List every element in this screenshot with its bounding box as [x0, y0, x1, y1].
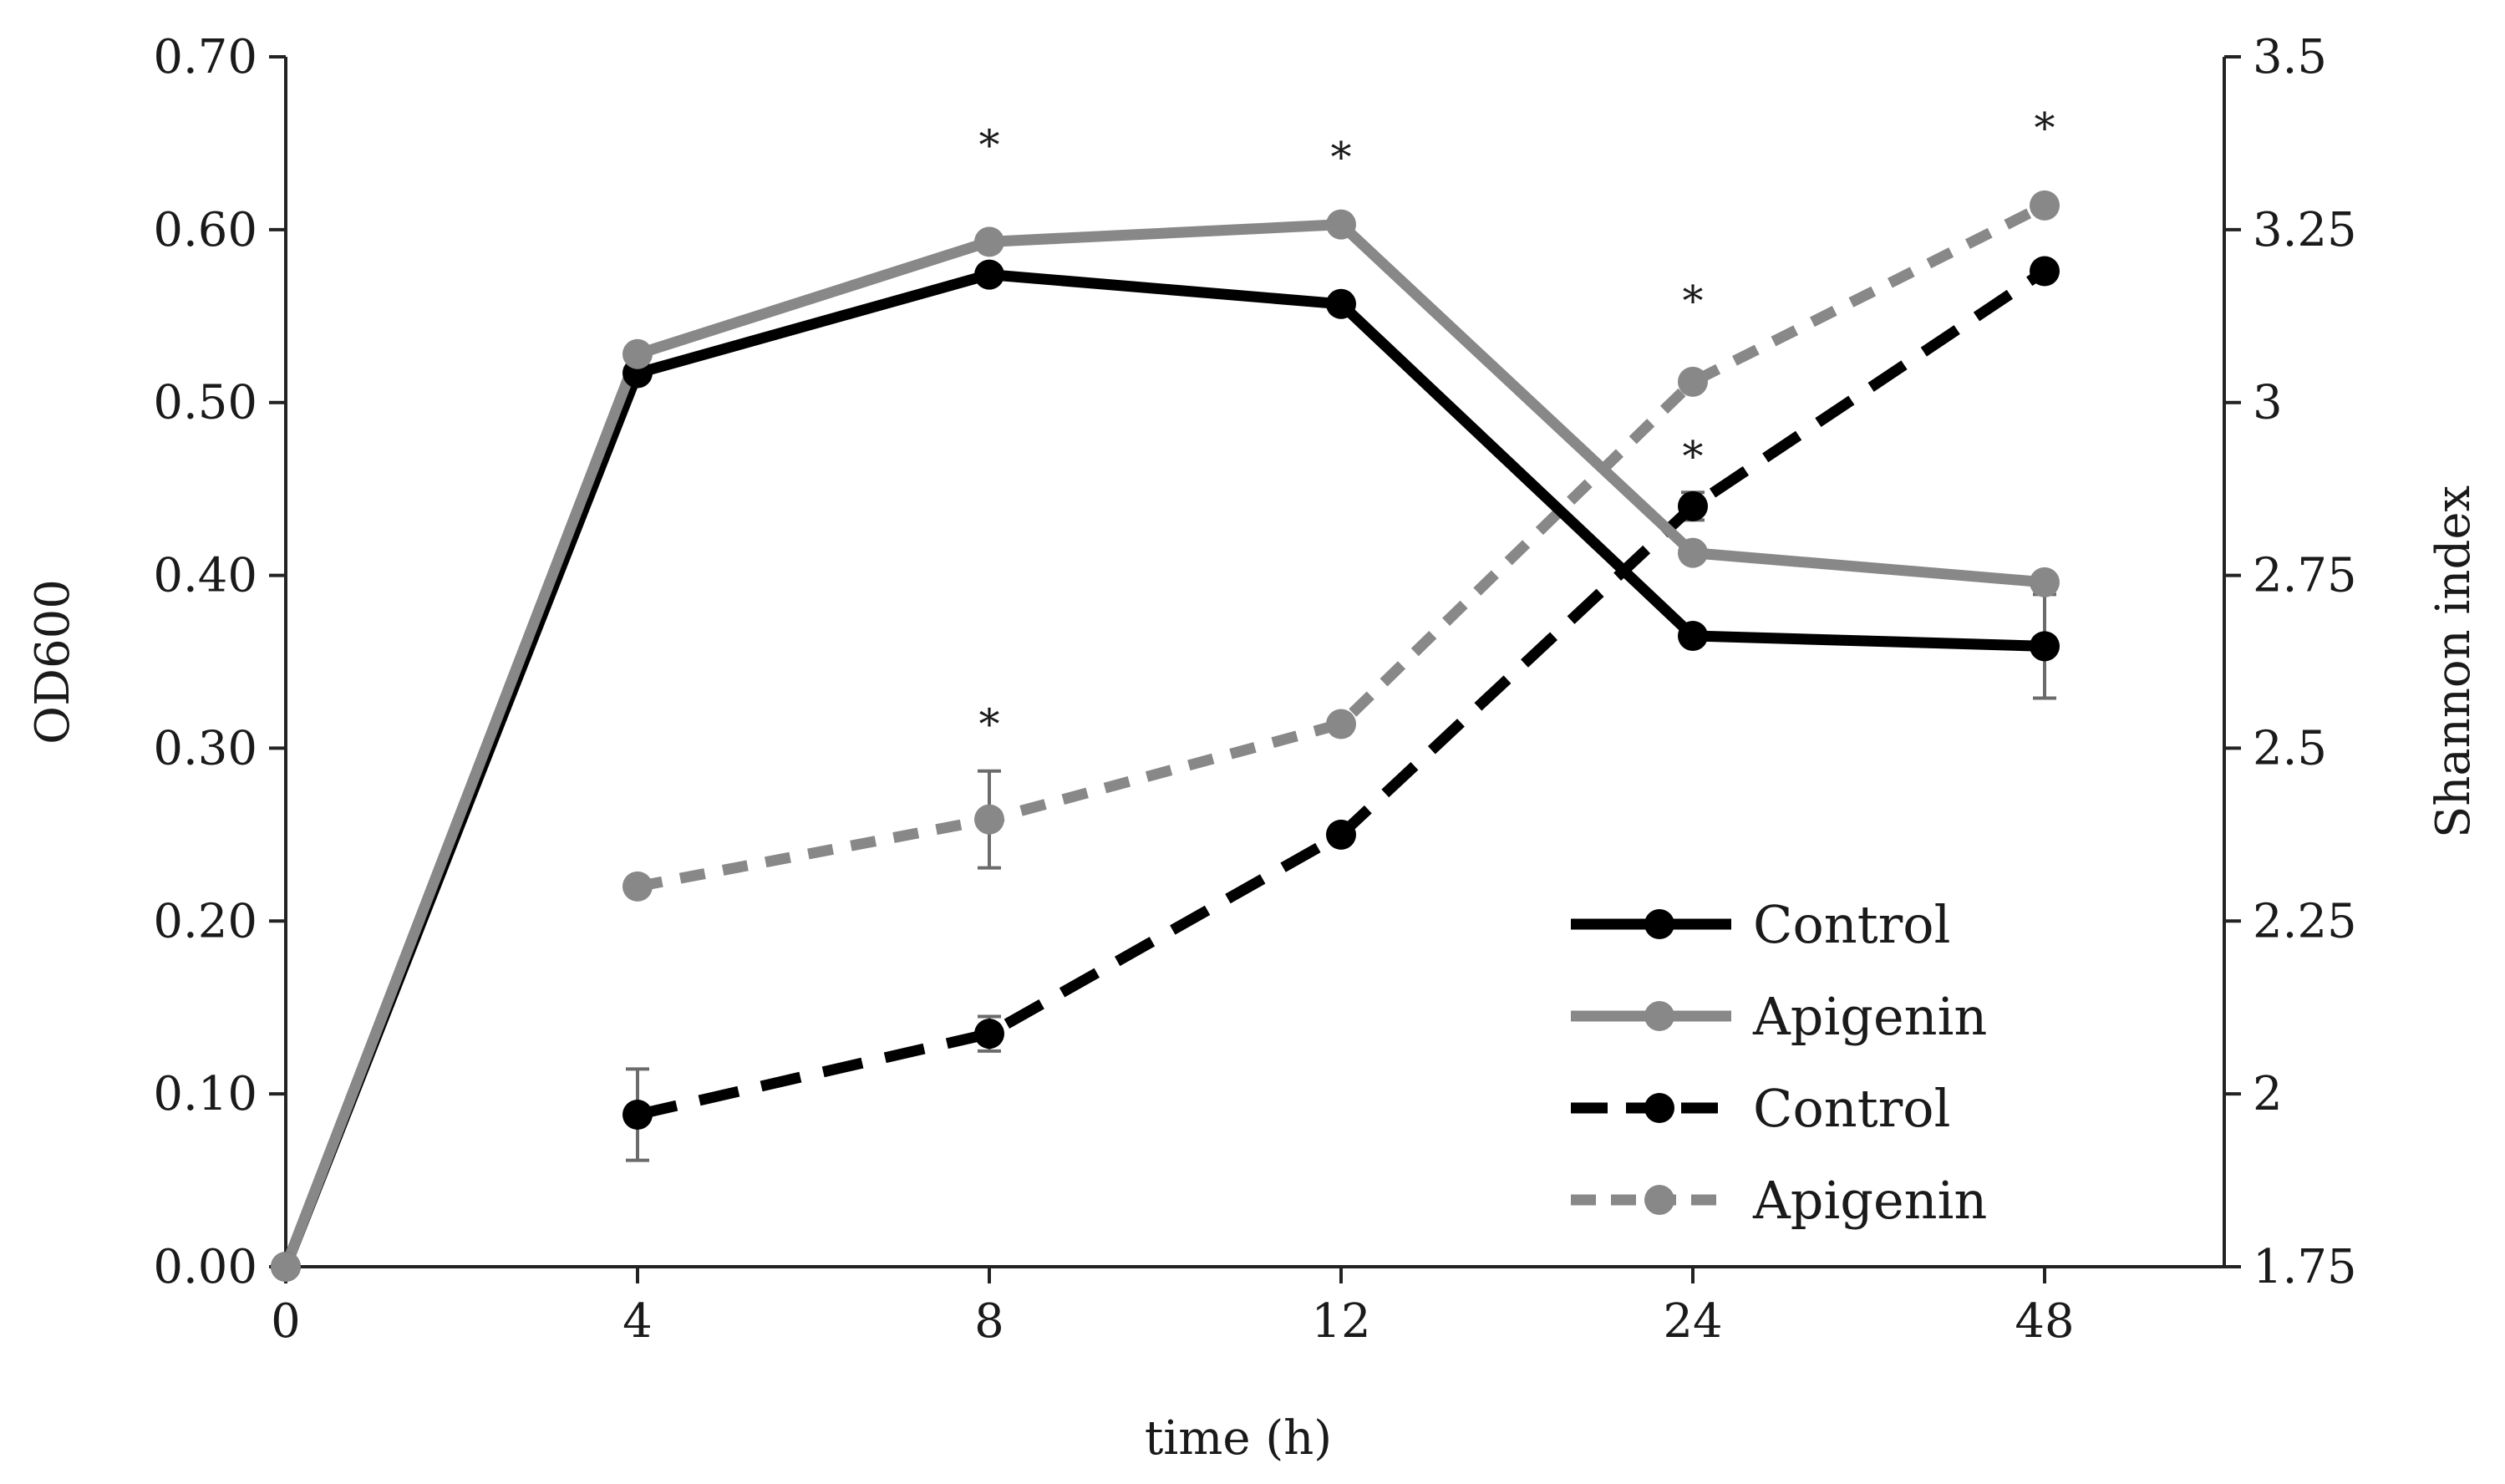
- data-point-apigenin-right: [1678, 366, 1708, 397]
- y-left-tick-label: 0.70: [153, 30, 257, 84]
- legend-marker: [1644, 1185, 1674, 1215]
- y-right-tick-label: 2.5: [2253, 721, 2327, 775]
- legend-marker: [1644, 1001, 1674, 1031]
- y-right-tick-label: 2.75: [2253, 549, 2357, 603]
- x-tick-label: 24: [1663, 1294, 1722, 1349]
- data-point-control-left: [2030, 631, 2060, 662]
- legend-marker: [1644, 909, 1674, 939]
- x-tick-label: 4: [622, 1294, 653, 1349]
- y-left-tick-label: 0.60: [153, 203, 257, 257]
- significance-star: *: [1683, 432, 1704, 480]
- data-point-apigenin-left: [271, 1252, 301, 1282]
- legend: Control Apigenin Control Apigenin: [1571, 894, 1987, 1231]
- y-right-tick-label: 3.25: [2253, 203, 2357, 257]
- legend-label: Control: [1753, 894, 1950, 955]
- data-point-control-right: [1678, 490, 1708, 521]
- y-right-tick-label: 1.75: [2253, 1240, 2357, 1294]
- x-axis-title: time (h): [1145, 1411, 1332, 1466]
- data-point-apigenin-right: [2030, 190, 2060, 221]
- y-right-tick-label: 3: [2253, 376, 2283, 430]
- data-point-apigenin-right: [622, 871, 653, 902]
- axes: 0.00 0.10 0.20 0.30 0.40 0.50 0.60 0.70 1.75 2 2.2…: [153, 30, 2356, 1349]
- data-point-control-right: [974, 1019, 1004, 1049]
- series-line-control-left: [280, 269, 2050, 1273]
- data-point-control-left: [974, 259, 1004, 290]
- significance-star: *: [1331, 134, 1352, 182]
- series-markers: [271, 190, 2060, 1282]
- y-axis-right-title: Shannon index: [2426, 485, 2481, 838]
- legend-label: Apigenin: [1752, 1170, 1987, 1231]
- series-line-apigenin-right: [636, 201, 2047, 892]
- significance-star: *: [979, 121, 1000, 170]
- data-point-control-left: [1678, 620, 1708, 651]
- legend-marker: [1644, 1093, 1674, 1123]
- y-left-tick-label: 0.40: [153, 549, 257, 603]
- x-tick-label: 48: [2015, 1294, 2074, 1349]
- y-right-tick-label: 3.5: [2253, 30, 2327, 84]
- data-point-apigenin-right: [1326, 709, 1356, 739]
- y-right-tick-label: 2.25: [2253, 894, 2357, 948]
- y-left-tick-label: 0.10: [153, 1067, 257, 1121]
- data-point-control-right: [2030, 256, 2060, 287]
- significance-star: *: [1683, 277, 1704, 325]
- x-tick-label: 8: [974, 1294, 1004, 1349]
- data-point-control-right: [1326, 819, 1356, 850]
- y-left-tick-label: 0.20: [153, 894, 257, 948]
- x-tick-label: 12: [1311, 1294, 1370, 1349]
- significance-annotations: * * * * * *: [979, 104, 2055, 749]
- y-axis-left-title: OD600: [26, 579, 80, 745]
- data-point-control-right: [622, 1099, 653, 1130]
- y-left-tick-label: 0.50: [153, 376, 257, 430]
- x-tick-label: 0: [271, 1294, 301, 1349]
- data-point-apigenin-left: [1326, 209, 1356, 240]
- data-point-apigenin-right: [974, 804, 1004, 835]
- data-point-apigenin-left: [974, 226, 1004, 257]
- data-point-apigenin-left: [622, 338, 653, 369]
- series-line-apigenin-left: [280, 219, 2050, 1273]
- data-point-apigenin-left: [1678, 537, 1708, 568]
- data-point-apigenin-left: [2030, 567, 2060, 597]
- y-left-tick-label: 0.00: [153, 1240, 257, 1294]
- y-right-tick-label: 2: [2253, 1067, 2283, 1121]
- significance-star: *: [2035, 104, 2055, 152]
- y-left-tick-label: 0.30: [153, 721, 257, 775]
- legend-label: Control: [1753, 1078, 1950, 1139]
- significance-star: *: [979, 700, 1000, 749]
- legend-label: Apigenin: [1752, 986, 1987, 1047]
- data-point-control-left: [1326, 288, 1356, 319]
